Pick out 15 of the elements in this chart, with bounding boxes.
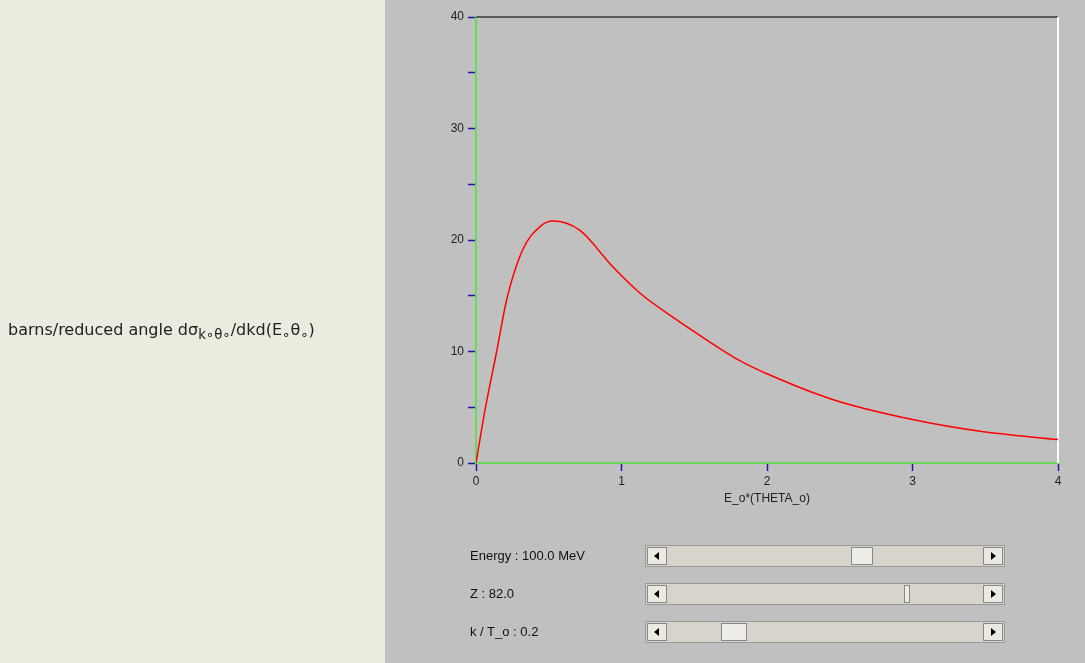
text: k / T_o : 0.2 [470,624,539,639]
x-axis-title: E_o*(THETA_o) [724,491,810,506]
x-tick-label: 3 [909,473,917,488]
x-tick-label: 1 [618,473,626,488]
x-tick-label: 2 [763,473,771,488]
text: barns/reduced angle dσ$_{k∘θ∘}$/dkd(E$_{∘}$θ$_{∘}$) [8,320,316,343]
text: Energy : 100.0 MeV [470,548,585,563]
y-tick-label: 30 [450,120,465,135]
x-tick-label: 0 [472,473,480,488]
y-tick-label: 20 [450,232,465,247]
text: Z : 82.0 [470,586,515,601]
y-tick-label: 10 [450,343,465,358]
y-tick-label: 40 [450,9,465,24]
y-tick-label: 0 [457,455,465,470]
x-tick-label: 4 [1054,473,1062,488]
